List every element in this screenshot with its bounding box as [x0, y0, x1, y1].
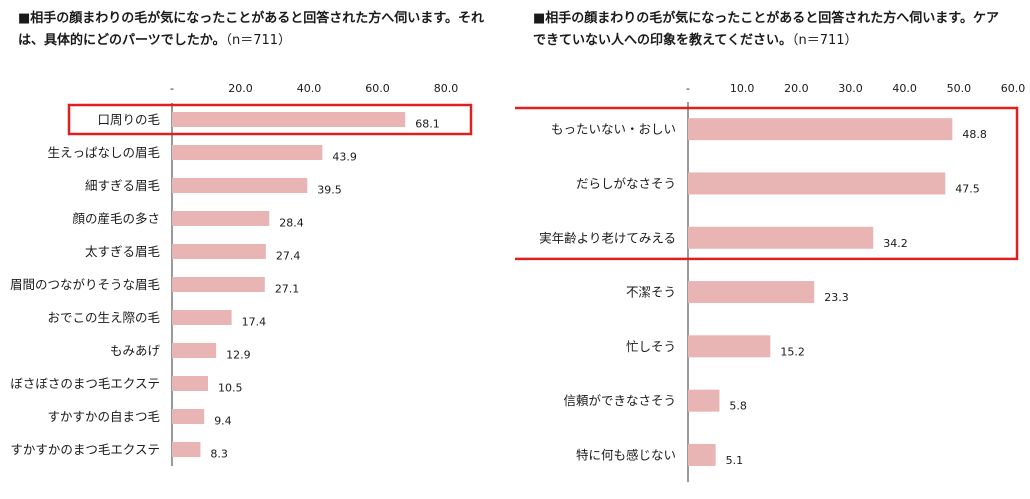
left-bar	[172, 178, 308, 193]
right-x-tick-label: 20.0	[784, 82, 809, 95]
left-category-label: ぼさぼさのまつ毛エクステ	[10, 376, 160, 391]
right-value-label: 34.2	[883, 237, 908, 250]
right-sample-size: （n＝711）	[791, 33, 858, 48]
left-value-label: 10.5	[218, 382, 243, 395]
left-bar-chart: - 20.0 40.0 60.0 80.0 口周りの毛 68.1 生えっぱなしの眉毛 43.9 細…	[10, 82, 473, 466]
left-category-label: もみあげ	[110, 343, 161, 358]
right-value-label: 23.3	[824, 291, 849, 304]
left-x-tick-label: 80.0	[434, 82, 459, 95]
right-category-label: 実年齢より老けてみえる	[539, 230, 676, 245]
left-sample-size: （n＝711）	[225, 33, 292, 48]
left-value-label: 8.3	[210, 448, 228, 461]
right-category-label: 忙しそう	[626, 339, 676, 354]
right-bar	[688, 443, 716, 466]
left-category-label: すかすかのまつ毛エクステ	[10, 442, 160, 457]
left-bar	[172, 145, 323, 160]
right-bar	[688, 226, 874, 249]
left-category-label: 口周りの毛	[97, 112, 160, 127]
left-category-label: 顔の産毛の多さ	[72, 211, 160, 226]
right-value-label: 47.5	[955, 182, 980, 195]
left-x-tick-label: -	[170, 82, 174, 95]
right-bar	[688, 172, 946, 195]
right-value-label: 5.8	[729, 400, 747, 413]
left-value-label: 12.9	[226, 349, 251, 362]
right-chart-title: ■相手の顔まわりの毛が気になったことがあると回答された方へ伺います。ケアできてい…	[533, 8, 1003, 52]
left-value-label: 27.1	[275, 283, 300, 296]
left-bar	[172, 277, 265, 292]
left-category-label: 眉間のつながりそうな眉毛	[10, 277, 161, 292]
right-chart-panel: ■相手の顔まわりの毛が気になったことがあると回答された方へ伺います。ケアできてい…	[515, 0, 1030, 499]
right-bar	[688, 281, 815, 304]
left-chart-panel: ■相手の顔まわりの毛が気になったことがあると回答された方へ伺います。それは、具体…	[10, 8, 488, 466]
left-category-label: 生えっぱなしの眉毛	[47, 145, 160, 160]
left-value-label: 68.1	[415, 118, 440, 131]
left-value-label: 43.9	[332, 151, 357, 164]
right-x-tick-label: 50.0	[947, 82, 972, 95]
right-bar	[688, 389, 720, 412]
left-value-label: 28.4	[279, 217, 304, 230]
left-bar	[172, 343, 217, 358]
right-title-text: ■相手の顔まわりの毛が気になったことがあると回答された方へ伺います。ケアできてい…	[533, 11, 999, 48]
left-x-tick-label: 60.0	[365, 82, 390, 95]
right-category-label: 特に何も感じない	[576, 447, 676, 462]
left-category-label: 細すぎる眉毛	[85, 178, 161, 193]
right-category-label: もったいない・おしい	[551, 122, 676, 137]
left-bar	[172, 310, 232, 325]
left-value-label: 17.4	[242, 316, 267, 329]
left-value-label: 27.4	[276, 250, 301, 263]
left-highlight-frame	[67, 103, 473, 136]
left-category-label: すかすかの自まつ毛	[47, 409, 160, 424]
left-value-label: 9.4	[214, 415, 232, 428]
right-x-tick-label: 10.0	[730, 82, 755, 95]
left-bar	[172, 442, 201, 457]
right-highlight-frame	[515, 106, 1019, 261]
right-x-tick-label: 40.0	[892, 82, 917, 95]
left-title-text: ■相手の顔まわりの毛が気になったことがあると回答された方へ伺います。それは、具体…	[18, 11, 484, 48]
left-category-label: 太すぎる眉毛	[85, 244, 161, 259]
left-chart-title: ■相手の顔まわりの毛が気になったことがあると回答された方へ伺います。それは、具体…	[18, 8, 488, 52]
right-category-label: だらしがなさそう	[576, 176, 676, 191]
right-bar	[688, 335, 771, 358]
right-x-tick-label: 60.0	[1001, 82, 1026, 95]
left-bar	[172, 112, 406, 127]
right-value-label: 15.2	[780, 345, 805, 358]
left-x-tick-label: 20.0	[228, 82, 253, 95]
right-x-tick-label: -	[686, 82, 690, 95]
left-category-label: おでこの生え際の毛	[47, 310, 160, 325]
left-x-tick-label: 40.0	[297, 82, 322, 95]
left-bar	[172, 244, 266, 259]
right-value-label: 48.8	[962, 128, 987, 141]
left-bar	[172, 211, 270, 226]
left-value-label: 39.5	[317, 184, 342, 197]
right-category-label: 不潔そう	[626, 285, 676, 300]
right-category-label: 信頼ができなさそう	[563, 393, 676, 408]
right-bar	[688, 118, 953, 141]
left-bar	[172, 376, 208, 391]
left-bar	[172, 409, 205, 424]
right-bar-chart: - 10.0 20.0 30.0 40.0 50.0 60.0 もったいない・おしい 48.8 だ…	[515, 82, 1026, 483]
right-x-tick-label: 30.0	[838, 82, 863, 95]
right-value-label: 5.1	[726, 454, 744, 467]
